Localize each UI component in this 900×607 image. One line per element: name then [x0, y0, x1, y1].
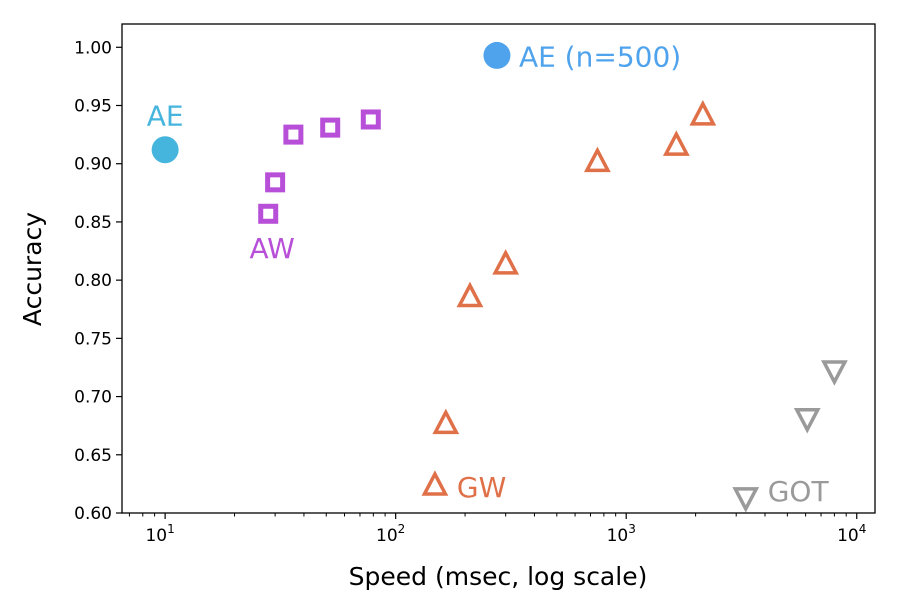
- series-ae-n-500: AE (n=500): [483, 40, 681, 73]
- x-tick-label-2: 103: [607, 522, 636, 546]
- gw-label: GW: [457, 471, 506, 504]
- series-gw: GW: [421, 100, 717, 504]
- aw-point-1: [265, 172, 286, 193]
- gw-point-1: [432, 408, 460, 435]
- y-tick-label-1: 0.65: [74, 446, 112, 466]
- ae-n-500-label: AE (n=500): [519, 40, 681, 73]
- y-tick-label-7: 0.95: [74, 97, 112, 117]
- x-tick-label-0: 101: [145, 522, 174, 546]
- ae-label: AE: [147, 100, 184, 133]
- x-tick-label-3: 104: [837, 522, 866, 546]
- got-label: GOT: [768, 475, 830, 508]
- got-point-0: [732, 487, 760, 513]
- gw-point-6: [689, 100, 717, 126]
- series-ae: AE: [147, 100, 184, 164]
- y-tick-label-3: 0.75: [74, 329, 112, 349]
- aw-label: AW: [250, 232, 295, 265]
- y-tick-label-6: 0.90: [74, 155, 112, 175]
- got-point-2: [821, 360, 848, 386]
- chart-marks: AE AE (n=500) AW GW GOT: [147, 40, 848, 513]
- ae-n-500-point-0: [483, 41, 511, 69]
- gw-point-2: [456, 281, 484, 308]
- gw-point-4: [584, 146, 611, 173]
- x-tick-label-1: 102: [376, 522, 405, 546]
- aw-point-4: [360, 109, 381, 130]
- plot-frame: [121, 23, 876, 514]
- chart-axes: 0.60 0.65 0.70 0.75 0.80 0.85 0.90 0.95 1.00 101 1…: [74, 38, 866, 546]
- gw-point-5: [662, 130, 690, 156]
- y-tick-label-0: 0.60: [74, 504, 112, 524]
- y-tick-label-4: 0.80: [74, 271, 112, 291]
- y-axis-label: Accuracy: [18, 212, 47, 326]
- y-tick-label-2: 0.70: [74, 388, 112, 408]
- y-tick-label-8: 1.00: [74, 38, 112, 58]
- aw-point-3: [320, 117, 341, 138]
- gw-point-3: [492, 249, 520, 275]
- x-axis-label: Speed (msec, log scale): [349, 562, 648, 591]
- y-tick-label-5: 0.85: [74, 213, 112, 233]
- gw-point-0: [421, 470, 449, 496]
- aw-point-2: [283, 124, 304, 145]
- series-aw: AW: [250, 109, 381, 265]
- ae-point-0: [151, 136, 179, 164]
- series-got: GOT: [732, 360, 848, 513]
- aw-point-0: [258, 203, 279, 224]
- got-point-1: [793, 407, 821, 434]
